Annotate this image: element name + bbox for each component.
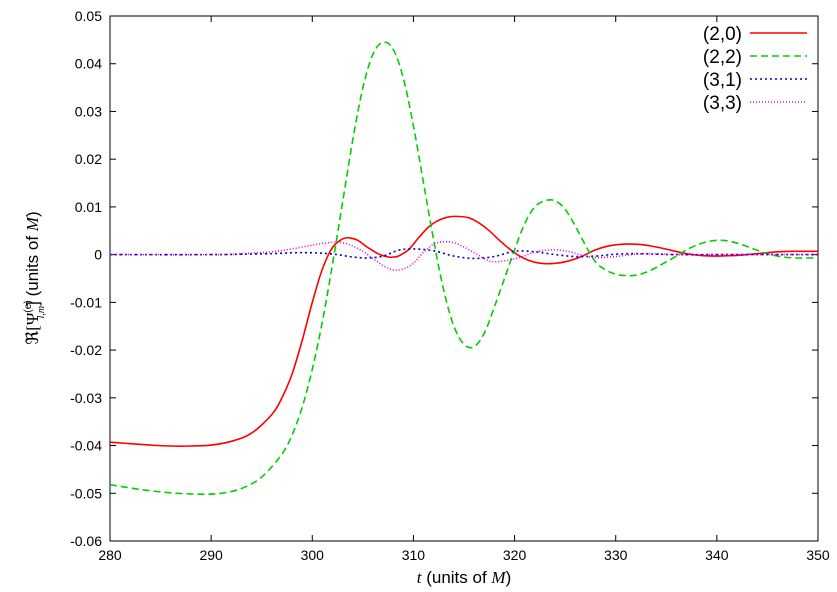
series-line <box>109 240 818 271</box>
x-tick-label: 340 <box>705 547 729 563</box>
series-lines <box>109 41 819 496</box>
y-tick-label: -0.05 <box>70 485 102 501</box>
series-line <box>109 41 819 496</box>
legend-label: (2,0) <box>703 24 742 45</box>
series-line <box>109 248 818 260</box>
y-tick-label: 0.01 <box>75 199 102 215</box>
plot-frame <box>109 15 819 542</box>
y-tick-label: -0.03 <box>70 390 102 406</box>
legend: (2,0)(2,2)(3,1)(3,3) <box>703 24 807 114</box>
y-tick-label: 0.02 <box>75 151 102 167</box>
legend-label: (3,1) <box>703 70 742 91</box>
x-tick-label: 290 <box>199 547 223 563</box>
x-tick-label: 320 <box>503 547 527 563</box>
x-tick-label: 330 <box>604 547 628 563</box>
y-tick-label: 0.04 <box>75 56 102 72</box>
tick-labels: 280 290 300 310 320 330 340 350 -0.06 -0.05 -0.04 -… <box>70 8 830 563</box>
y-axis-title: ℜ[Ψ(e) l,m] (units of M) <box>23 211 47 344</box>
legend-label: (2,2) <box>703 47 742 68</box>
x-tick-label: 300 <box>301 547 325 563</box>
series-line <box>109 215 818 447</box>
x-tick-label: 280 <box>98 547 122 563</box>
y-tick-label: -0.01 <box>70 294 102 310</box>
axis-ticks <box>109 15 819 542</box>
legend-label: (3,3) <box>703 93 742 114</box>
x-axis-title: t (units of M) <box>417 568 512 587</box>
y-tick-label: -0.02 <box>70 342 102 358</box>
y-tick-label: -0.06 <box>70 533 102 549</box>
y-tick-label: 0 <box>94 247 102 263</box>
x-tick-label: 350 <box>806 547 830 563</box>
x-tick-label: 310 <box>402 547 426 563</box>
y-tick-label: 0.05 <box>75 8 102 24</box>
y-tick-label: 0.03 <box>75 103 102 119</box>
y-tick-label: -0.04 <box>70 438 102 454</box>
